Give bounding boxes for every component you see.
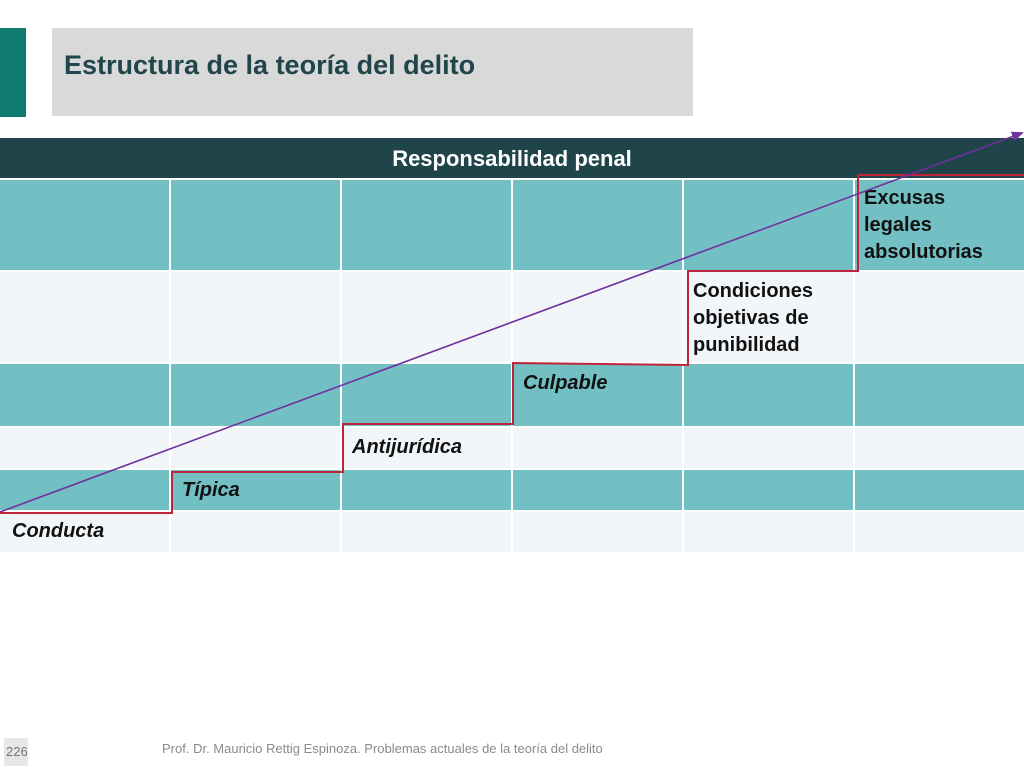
grid-cell [684,180,853,270]
grid-cell [0,364,169,426]
grid-cell [513,272,682,362]
step-label-line: punibilidad [693,334,800,356]
step-label: Antijurídica [352,434,462,461]
step-label-line: Conducta [12,520,105,542]
step-label-line: legales [864,214,932,236]
grid-cell [0,470,169,510]
step-label-line: Antijurídica [352,436,463,458]
grid-cell [0,512,169,552]
grid-cell [0,428,169,468]
step-label-line: Excusas [864,187,946,209]
grid-cell [684,512,853,552]
grid-cell [513,512,682,552]
grid-cell [513,428,682,468]
responsabilidad-penal-header: Responsabilidad penal [0,138,1024,178]
page-number: 226 [6,744,28,759]
page-number-box [4,738,28,766]
grid-cell [171,364,340,426]
step-label-line: objetivas de [693,307,809,329]
grid-cell [855,272,1024,362]
step-label-line: Condiciones [693,280,814,302]
grid-cell [171,272,340,362]
grid-cell [342,470,511,510]
step-label: Culpable [523,370,607,397]
step-label-line: Típica [182,479,240,501]
step-label: Condiciones objetivas de punibilidad [693,278,813,359]
grid-cell [855,512,1024,552]
step-label: Excusas legales absolutorias [864,185,983,266]
grid-cell [342,512,511,552]
grid-cell [684,470,853,510]
title-box: Estructura de la teoría del delito [52,28,693,116]
grid-cell [684,364,853,426]
grid-cell [513,180,682,270]
slide-title: Estructura de la teoría del delito [64,50,476,80]
footer-text: Prof. Dr. Mauricio Rettig Espinoza. Prob… [162,741,603,756]
grid-cell [684,428,853,468]
step-label: Típica [182,477,240,504]
grid-cell [171,428,340,468]
step-label-line: Culpable [523,372,608,394]
grid-cell [855,428,1024,468]
grid-cell [0,180,169,270]
grid-cell [855,364,1024,426]
grid-cell [171,180,340,270]
grid-cell [342,180,511,270]
step-label: Conducta [12,518,104,545]
accent-bar [0,28,26,117]
grid-cell [342,364,511,426]
grid-cell [0,272,169,362]
grid-cell [513,470,682,510]
grid-cell [855,470,1024,510]
grid-cell [342,272,511,362]
grid-cell [171,512,340,552]
step-label-line: absolutorias [864,241,983,263]
